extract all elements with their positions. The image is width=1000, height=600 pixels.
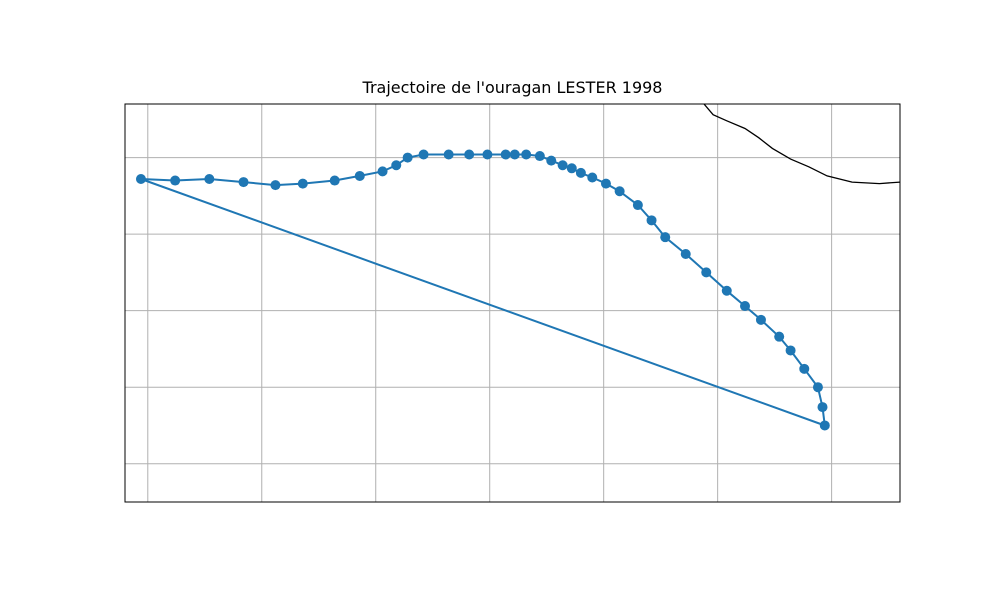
track-point — [587, 172, 598, 183]
track-point — [329, 175, 340, 186]
track-point — [391, 160, 402, 171]
track-point — [812, 382, 823, 393]
track-point — [799, 363, 810, 374]
coastline-layer — [703, 104, 900, 185]
track-point — [817, 402, 828, 413]
track-point — [402, 152, 413, 163]
track-point — [575, 167, 586, 178]
track-point — [819, 420, 830, 431]
track-point — [557, 160, 568, 171]
track-point — [482, 149, 493, 160]
track-point — [721, 285, 732, 296]
track-point — [632, 200, 643, 211]
track-point — [238, 177, 249, 188]
track-point — [297, 178, 308, 189]
track-point — [500, 149, 511, 160]
plot-frame — [124, 103, 901, 503]
track-point — [785, 345, 796, 356]
track-point — [701, 267, 712, 278]
track-point — [566, 163, 577, 174]
chart-title: Trajectoire de l'ouragan LESTER 1998 — [362, 78, 663, 97]
track-point — [135, 174, 146, 185]
coastline — [703, 104, 900, 185]
track-point — [521, 149, 532, 160]
track-point — [418, 149, 429, 160]
track-point — [354, 170, 365, 181]
track-point — [270, 180, 281, 191]
track-point — [755, 314, 766, 325]
track-point — [509, 149, 520, 160]
track-point — [680, 249, 691, 260]
track-point — [546, 155, 557, 166]
track-point — [204, 174, 215, 185]
track-point — [740, 301, 750, 312]
grid-layer — [125, 104, 900, 502]
track-point — [464, 149, 475, 160]
track-point — [774, 331, 785, 342]
track-point — [377, 166, 388, 177]
track-point — [600, 178, 611, 189]
track-point — [614, 186, 625, 197]
track-point — [534, 151, 545, 162]
track-point — [443, 149, 454, 160]
track-point — [646, 215, 657, 226]
series-layer — [135, 149, 830, 431]
track-point — [170, 175, 181, 186]
track-point — [660, 232, 671, 243]
